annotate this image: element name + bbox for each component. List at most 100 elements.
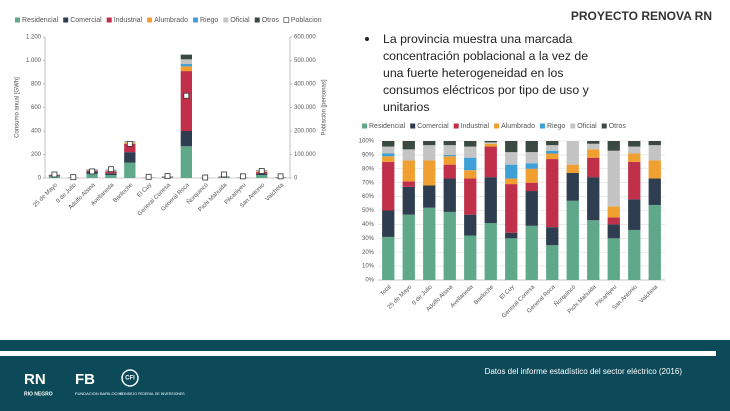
bar-segment <box>628 146 641 154</box>
bar-segment <box>607 206 620 218</box>
bar-segment <box>648 160 661 179</box>
bar-segment <box>648 178 661 205</box>
legend-label: Oficial <box>577 123 597 130</box>
bar-segment <box>256 173 268 176</box>
bar-segment <box>443 154 456 157</box>
bar-segment <box>464 141 477 147</box>
bar-segment <box>505 178 518 185</box>
legend-swatch <box>106 17 112 23</box>
legend-swatch <box>283 17 290 23</box>
legend-label: Comercial <box>417 123 449 130</box>
bar-segment <box>566 164 579 173</box>
y2-tick-label: 500.000 <box>294 58 316 64</box>
legend-swatch <box>15 17 20 23</box>
legend-label: Oficial <box>230 17 250 24</box>
legend-swatch <box>254 17 260 23</box>
footer-source: Datos del informe estadístico del sector… <box>485 367 683 376</box>
x-tick-label: El Cuy <box>136 182 153 199</box>
bar-segment <box>443 164 456 179</box>
legend-label: Alumbrado <box>501 123 535 130</box>
y2-tick-label: 200.000 <box>294 129 316 135</box>
y-tick-label: 0 <box>38 176 42 182</box>
population-marker <box>202 174 209 181</box>
bar-segment <box>607 150 620 207</box>
bar-segment <box>124 152 136 163</box>
bar-segment <box>484 177 497 224</box>
x-tick-label: General Conesa <box>137 182 173 218</box>
bar-segment <box>443 141 456 146</box>
y-tick-label: 600 <box>31 105 42 111</box>
legend-swatch <box>494 123 500 129</box>
bar-segment <box>443 145 456 155</box>
bar-segment <box>382 236 395 280</box>
legend-label: Industrial <box>114 17 143 24</box>
population-marker <box>239 173 246 180</box>
logo: RIO NEGRO <box>24 391 53 397</box>
bar-segment <box>525 191 538 226</box>
y-tick-label: 70% <box>362 180 375 186</box>
y-tick-label: 80% <box>362 166 375 172</box>
logo-ring <box>121 369 139 387</box>
legend-swatch <box>570 123 576 129</box>
bar-segment <box>648 141 661 146</box>
bar-segment <box>525 168 538 183</box>
y-tick-label: 60% <box>362 194 375 200</box>
legend-label: Riego <box>547 123 565 130</box>
bar-segment <box>505 184 518 233</box>
bar-segment <box>587 177 600 221</box>
bar-segment <box>105 171 117 174</box>
bar-segment <box>525 152 538 164</box>
legend-swatch <box>362 123 367 129</box>
bar-segment <box>587 220 600 280</box>
y2-tick-label: 400.000 <box>294 82 316 88</box>
bar-segment <box>505 164 518 179</box>
bullet-text: La provincia muestra una marcada concent… <box>365 31 605 116</box>
y-tick-label: 10% <box>362 264 375 270</box>
bar-segment <box>628 199 641 230</box>
bar-segment <box>423 207 436 280</box>
legend-swatch <box>410 123 416 129</box>
bar-segment <box>484 142 497 144</box>
bar-segment <box>587 157 600 178</box>
bar-segment <box>546 150 559 154</box>
bar-segment <box>628 161 641 200</box>
bar-segment <box>525 225 538 280</box>
bar-segment <box>546 227 559 246</box>
y-tick-label: 400 <box>31 129 42 135</box>
bar-segment <box>180 54 192 60</box>
logo: FUNDACION BARILOCHE <box>75 391 123 396</box>
legend-label: Residencial <box>22 17 59 24</box>
bar-segment <box>587 143 600 150</box>
bar-segment <box>464 178 477 215</box>
x-tick-label: El Cuy <box>499 284 516 301</box>
bar-segment <box>256 175 268 178</box>
bar-segment <box>628 153 641 162</box>
logo: RN <box>24 371 46 388</box>
bar-segment <box>423 185 436 208</box>
bar-segment <box>566 141 579 165</box>
bar-segment <box>180 59 192 65</box>
y-tick-label: 40% <box>362 222 375 228</box>
bar-segment <box>180 146 192 178</box>
bar-segment <box>402 160 415 182</box>
population-marker <box>277 173 284 180</box>
bar-segment <box>546 245 559 280</box>
bar-segment <box>464 235 477 280</box>
x-tick-label: Bariloche <box>473 284 495 306</box>
bar-segment <box>464 146 477 158</box>
y-tick-label: 800 <box>31 82 42 88</box>
legend-swatch <box>147 17 153 23</box>
bar-segment <box>607 141 620 151</box>
y-tick-label: 20% <box>362 250 375 256</box>
y2-axis-title: Población [personas] <box>322 79 328 135</box>
bar-segment <box>105 173 117 176</box>
bar-segment <box>587 141 600 144</box>
bar-segment <box>648 145 661 161</box>
y2-tick-label: 0 <box>294 176 298 182</box>
y2-tick-label: 100.000 <box>294 152 316 158</box>
bar-segment <box>546 159 559 228</box>
bar-segment <box>423 145 436 161</box>
population-marker <box>89 168 96 175</box>
legend-swatch <box>223 17 229 23</box>
